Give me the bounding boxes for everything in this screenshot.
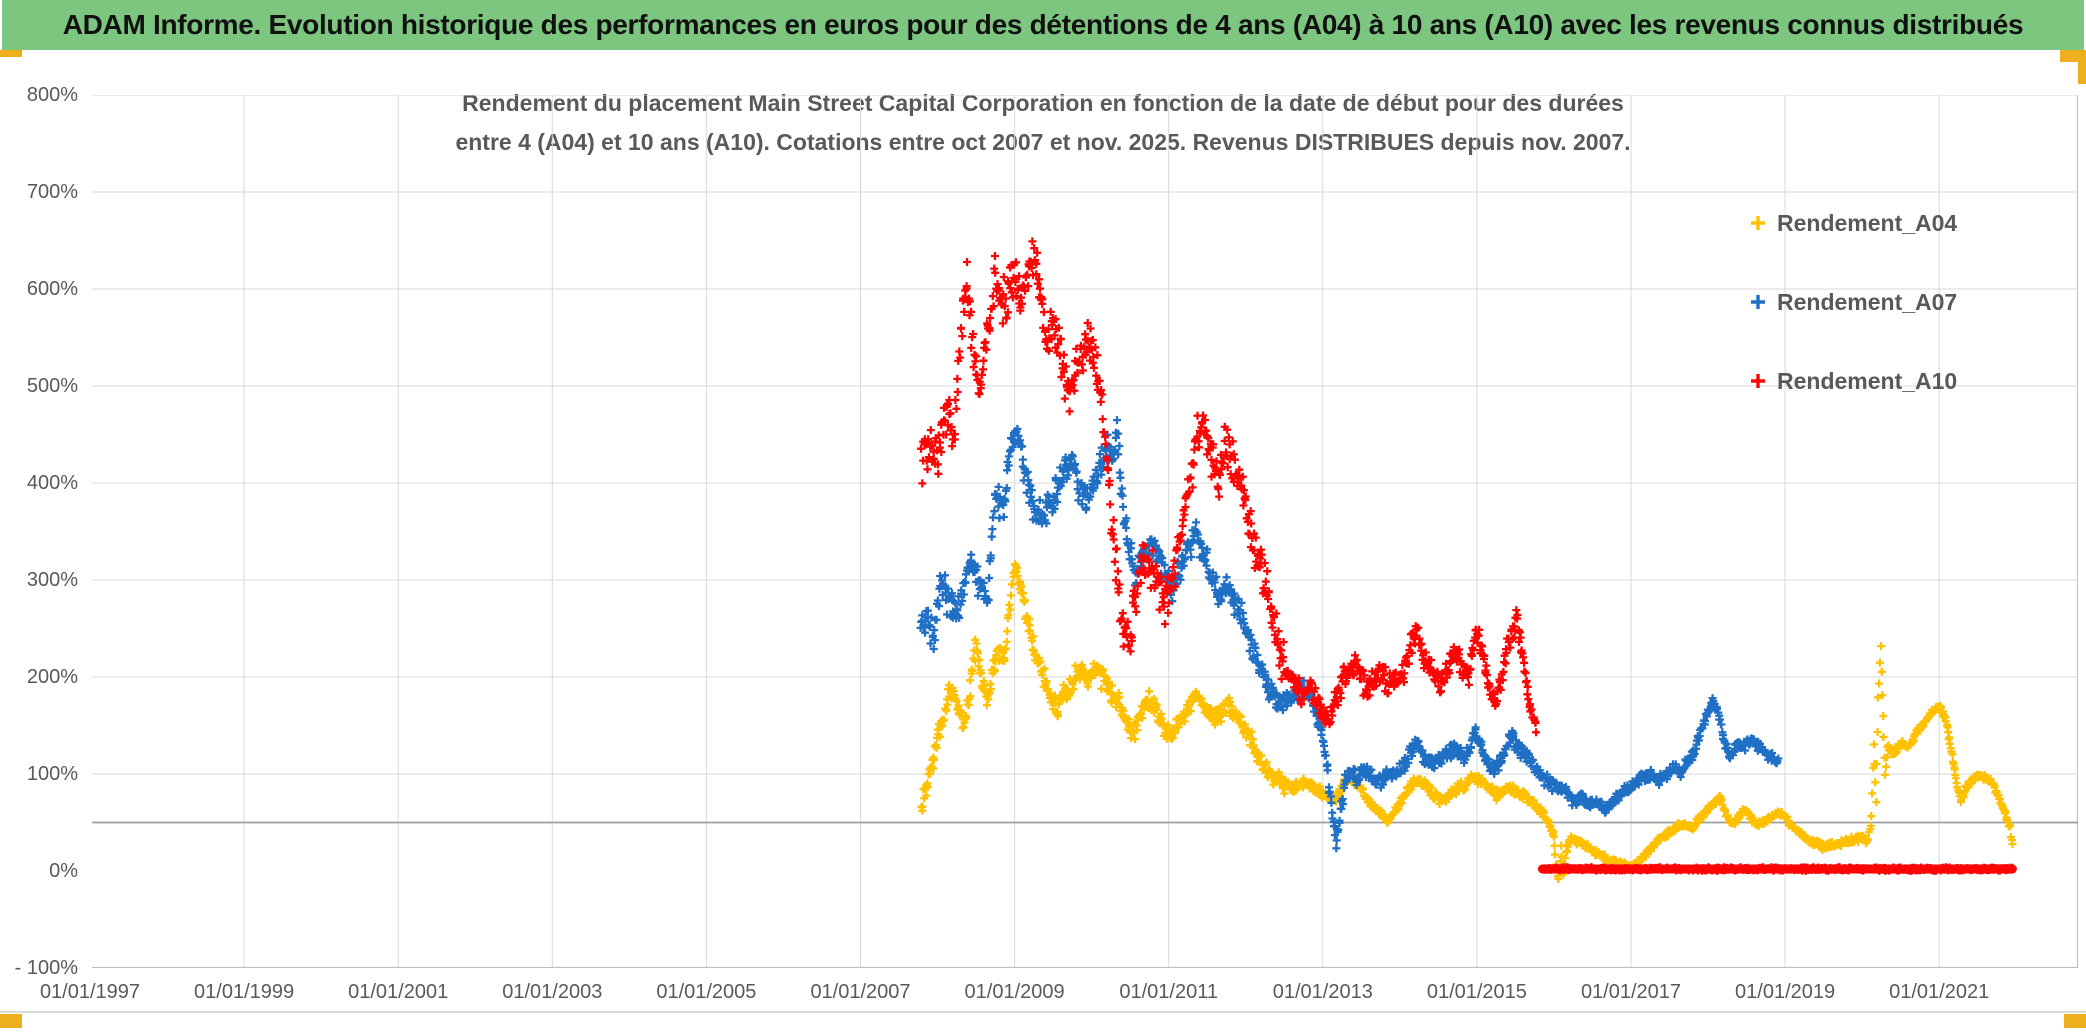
x-tick-label: 01/01/2001 <box>348 981 449 1003</box>
chart-title-line2: entre 4 (A04) et 10 ans (A10). Cotations… <box>455 129 1631 155</box>
legend-item-rendement_a04: Rendement_A04 <box>1748 205 1957 241</box>
x-tick-label: 01/01/2011 <box>1119 981 1218 1003</box>
y-tick-label: 600% <box>26 278 78 300</box>
legend-label: Rendement_A07 <box>1777 288 1958 315</box>
gold-accent-bottom-right <box>2064 1014 2086 1028</box>
y-tick-label: 700% <box>26 181 78 203</box>
legend-item-rendement_a07: Rendement_A07 <box>1748 284 1957 320</box>
chart-title-line1: Rendement du placement Main Street Capit… <box>462 90 1624 116</box>
report-title: ADAM Informe. Evolution historique des p… <box>62 9 2024 40</box>
x-tick-label: 01/01/2019 <box>1735 981 1836 1003</box>
plus-marker-icon <box>1751 295 1765 309</box>
y-tick-label: 300% <box>26 569 78 591</box>
y-tick-label: 0% <box>49 860 78 882</box>
plus-marker-icon <box>1751 216 1765 230</box>
plot-area <box>92 95 2078 968</box>
y-tick-label: 800% <box>26 84 78 106</box>
x-tick-label: 01/01/2017 <box>1580 981 1682 1003</box>
y-tick-label: 100% <box>26 763 78 785</box>
chart-title: Rendement du placement Main Street Capit… <box>60 84 2026 162</box>
x-tick-label: 01/01/2013 <box>1272 981 1373 1003</box>
legend-item-rendement_a10: Rendement_A10 <box>1748 363 1957 399</box>
legend-label: Rendement_A04 <box>1777 209 1958 236</box>
y-tick-label: 400% <box>26 472 78 494</box>
y-tick-label: 500% <box>26 375 78 397</box>
legend-label: Rendement_A10 <box>1777 367 1958 394</box>
plus-marker-icon <box>1751 374 1765 388</box>
x-tick-label: 01/01/1997 <box>39 981 141 1003</box>
x-tick-label: 01/01/2007 <box>810 981 911 1003</box>
x-tick-label: 01/01/2005 <box>656 981 757 1003</box>
x-tick-label: 01/01/2009 <box>964 981 1065 1003</box>
x-tick-label: 01/01/2015 <box>1426 981 1527 1003</box>
gold-accent-right-edge <box>2078 50 2086 84</box>
x-tick-label: 01/01/2003 <box>502 981 603 1003</box>
report-header: ADAM Informe. Evolution historique des p… <box>2 0 2084 50</box>
y-tick-label: 200% <box>26 666 78 688</box>
y-tick-label: - 100% <box>14 957 78 979</box>
gold-accent-top-left <box>0 50 22 57</box>
x-tick-label: 01/01/1999 <box>194 981 295 1003</box>
gold-accent-bottom-left <box>0 1014 22 1028</box>
sheet-bottom-rule <box>0 1011 2086 1013</box>
x-tick-label: 01/01/2021 <box>1889 981 1990 1003</box>
